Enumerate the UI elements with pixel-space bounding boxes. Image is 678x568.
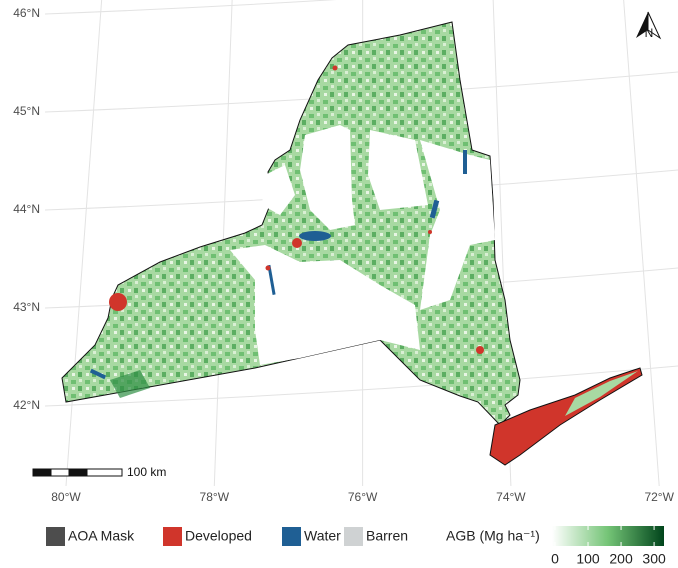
developed: [109, 65, 484, 354]
colorbar-tick-label: 100: [576, 551, 600, 567]
state: [61, 21, 643, 466]
lake: [429, 199, 440, 219]
latitude-label: 43°N: [13, 300, 40, 314]
scale-seg: [50, 468, 70, 477]
latitude-label: 45°N: [13, 104, 40, 118]
legend-label: AOA Mask: [68, 528, 135, 544]
colorbar-tick-label: 300: [642, 551, 666, 567]
water: [89, 150, 467, 380]
legend-swatch: [46, 527, 65, 546]
latitude-label: 46°N: [13, 6, 40, 20]
longitude-label: 74°W: [496, 490, 526, 504]
colorbar: AGB (Mg ha⁻¹) 0 100 200 300: [446, 526, 666, 567]
colorbar-tick-label: 200: [609, 551, 633, 567]
scale-label: 100 km: [127, 465, 166, 479]
gap: [420, 140, 495, 310]
city: [428, 230, 432, 234]
mask-gaps: [230, 125, 495, 365]
lake: [299, 231, 331, 241]
longitude-line: [492, 0, 512, 487]
arrow-right: [647, 11, 662, 40]
legend-label: Barren: [366, 528, 408, 544]
scale-seg: [68, 468, 88, 477]
latitude-line: [44, 0, 337, 15]
scale-bar: 100 km: [32, 465, 166, 479]
lake: [463, 150, 467, 174]
north-label: N: [645, 26, 654, 40]
latitude-label: 44°N: [13, 202, 40, 216]
lake: [267, 264, 276, 295]
longitude-label: 78°W: [200, 490, 230, 504]
north-arrow: N: [636, 11, 662, 40]
city: [292, 238, 302, 248]
graticule: [44, 0, 678, 487]
dense-forest: [110, 370, 150, 398]
scale-seg: [86, 468, 123, 477]
gap: [300, 125, 355, 230]
latitude-line: [44, 365, 678, 407]
arrow-left: [636, 12, 648, 38]
longitude-label: 80°W: [51, 490, 81, 504]
city: [332, 65, 338, 71]
latitude-label: 42°N: [13, 398, 40, 412]
legend-swatch: [344, 527, 363, 546]
legend: AOA Mask Developed Water Barren: [46, 527, 408, 546]
colorbar-title: AGB (Mg ha⁻¹): [446, 528, 540, 544]
gap: [262, 165, 295, 215]
gap: [230, 245, 420, 365]
gap: [368, 130, 428, 210]
legend-swatch: [282, 527, 301, 546]
longitude-line: [65, 0, 103, 487]
long-island-east: [565, 371, 638, 416]
scale-seg: [32, 468, 52, 477]
longitude-label: 76°W: [348, 490, 378, 504]
longitude-line: [623, 0, 660, 487]
colorbar-gradient: [552, 526, 664, 546]
lake: [89, 368, 107, 380]
colorbar-tick-label: 0: [551, 551, 559, 567]
city: [265, 265, 271, 271]
longitude-label: 72°W: [644, 490, 674, 504]
city: [109, 293, 127, 311]
legend-label: Developed: [185, 528, 252, 544]
city: [476, 346, 484, 354]
legend-swatch: [163, 527, 182, 546]
legend-label: Water: [304, 528, 341, 544]
